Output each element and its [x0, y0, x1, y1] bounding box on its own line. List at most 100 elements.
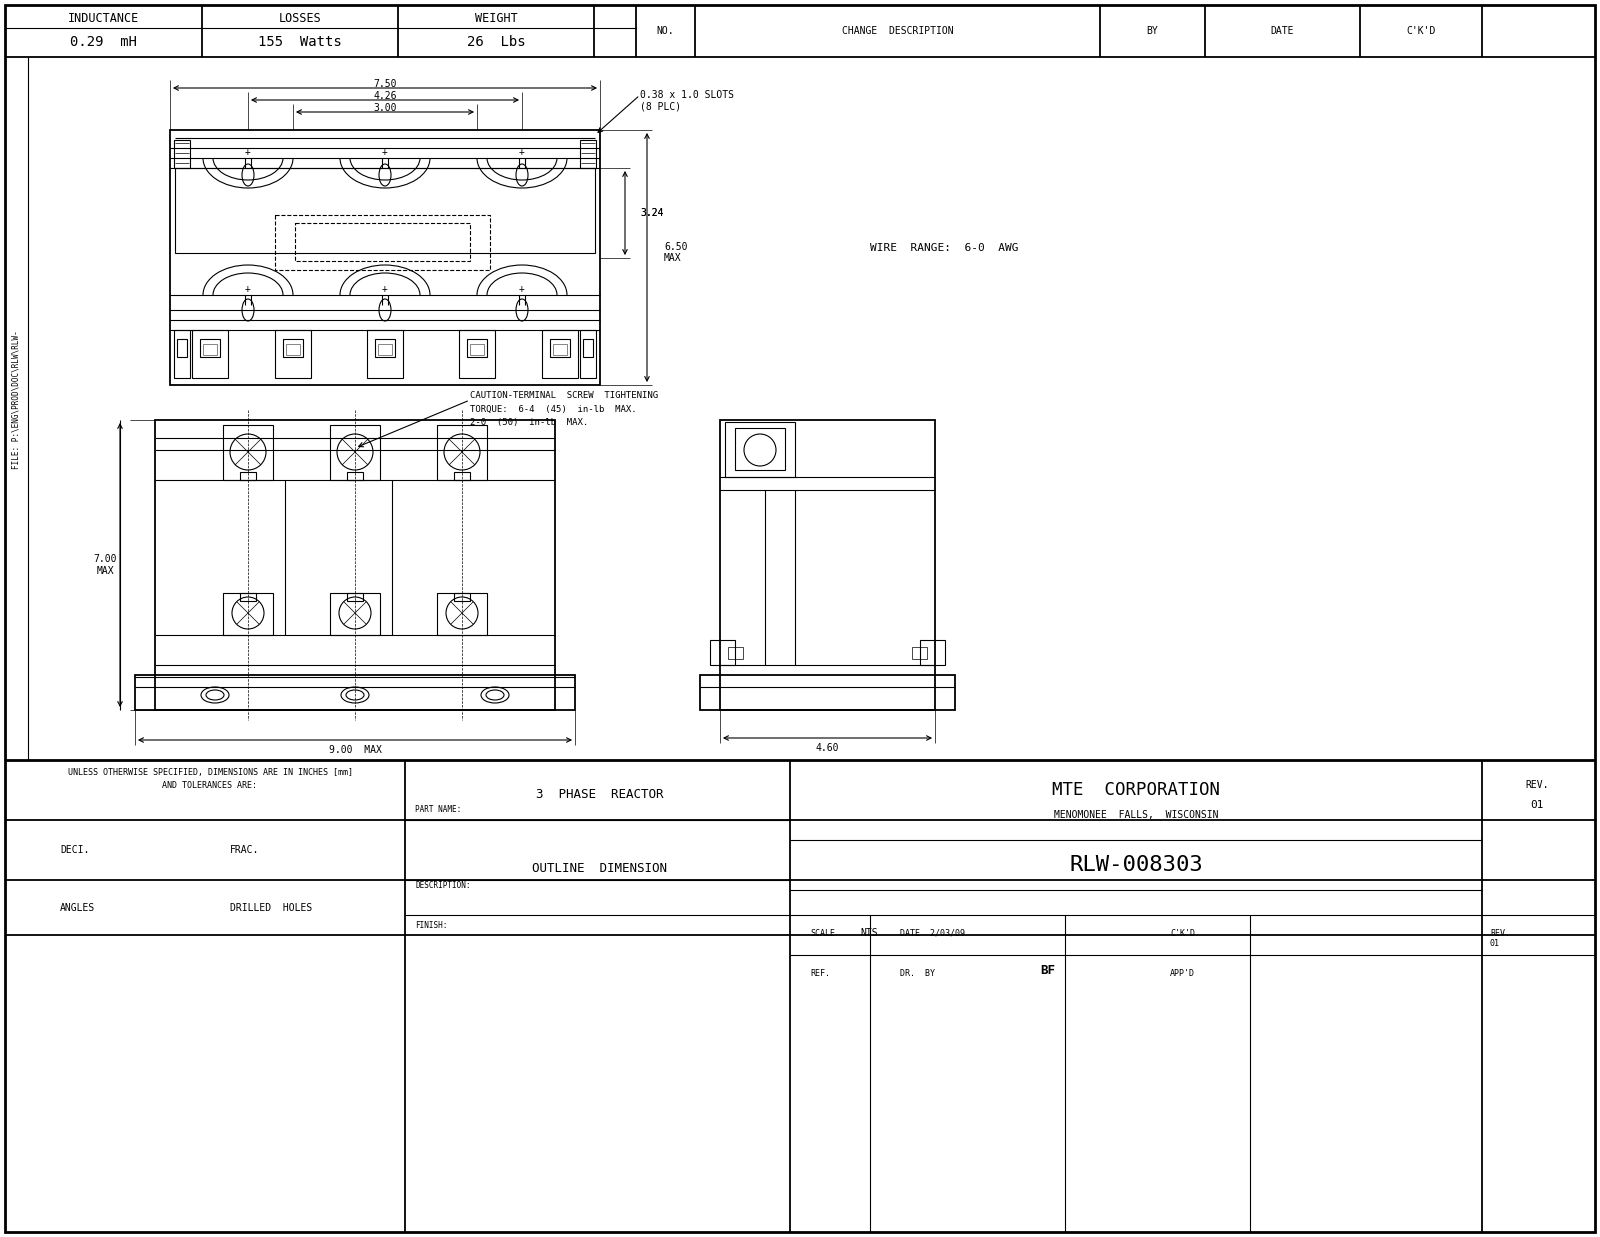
Bar [542, 330, 578, 379]
Text: REF.: REF. [810, 969, 830, 977]
Text: 01: 01 [1490, 939, 1501, 948]
Text: AND TOLERANCES ARE:: AND TOLERANCES ARE: [163, 782, 258, 790]
Bar [378, 344, 392, 355]
Text: 6.50
MAX: 6.50 MAX [664, 241, 688, 263]
Text: NTS: NTS [861, 928, 878, 938]
Bar [728, 647, 742, 659]
Bar [203, 344, 218, 355]
Text: FILE: P:\ENG\PROD\DOC\RLW\RLW-: FILE: P:\ENG\PROD\DOC\RLW\RLW- [11, 330, 21, 469]
Text: DATE: DATE [1270, 26, 1294, 36]
Bar [710, 640, 734, 666]
Bar [366, 330, 403, 379]
Bar [347, 473, 363, 480]
Bar [240, 593, 256, 601]
Text: ANGLES: ANGLES [61, 903, 96, 913]
Text: CHANGE  DESCRIPTION: CHANGE DESCRIPTION [842, 26, 954, 36]
Bar [275, 330, 310, 379]
Bar [579, 140, 595, 168]
Text: +: + [245, 285, 251, 294]
Text: +: + [518, 285, 525, 294]
Text: UNLESS OTHERWISE SPECIFIED, DIMENSIONS ARE IN INCHES [mm]: UNLESS OTHERWISE SPECIFIED, DIMENSIONS A… [67, 767, 352, 777]
Bar [174, 330, 190, 379]
Text: TORQUE:  6-4  (45)  in-lb  MAX.: TORQUE: 6-4 (45) in-lb MAX. [470, 404, 637, 413]
Text: 3.00: 3.00 [373, 103, 397, 113]
Bar [734, 428, 786, 470]
Bar [155, 421, 555, 710]
Bar [330, 426, 381, 480]
Bar [294, 223, 470, 261]
Bar [222, 426, 274, 480]
Bar [725, 422, 795, 477]
Bar [330, 593, 381, 635]
Text: 7.50: 7.50 [373, 79, 397, 89]
Text: 7.00
MAX: 7.00 MAX [93, 554, 117, 575]
Text: DATE  2/03/09: DATE 2/03/09 [899, 929, 965, 938]
Text: FRAC.: FRAC. [230, 845, 259, 855]
Text: 4.60: 4.60 [816, 743, 840, 753]
Text: C'K'D: C'K'D [1170, 929, 1195, 938]
Bar [437, 593, 486, 635]
Text: 3.24: 3.24 [640, 208, 664, 218]
Bar [170, 130, 600, 385]
Bar [437, 426, 486, 480]
Text: 0.29  mH: 0.29 mH [70, 35, 138, 49]
Text: INDUCTANCE: INDUCTANCE [67, 11, 139, 25]
Text: +: + [518, 147, 525, 157]
Text: C'K'D: C'K'D [1406, 26, 1435, 36]
Bar [286, 344, 301, 355]
Text: CAUTION-TERMINAL  SCREW  TIGHTENING: CAUTION-TERMINAL SCREW TIGHTENING [470, 391, 658, 400]
Bar [275, 215, 490, 270]
Bar [134, 675, 574, 710]
Bar [347, 593, 363, 601]
Text: DRILLED  HOLES: DRILLED HOLES [230, 903, 312, 913]
Text: RLW-008303: RLW-008303 [1069, 855, 1203, 875]
Text: 0.38 x 1.0 SLOTS
(8 PLC): 0.38 x 1.0 SLOTS (8 PLC) [640, 90, 734, 111]
Text: REV.: REV. [1525, 781, 1549, 790]
Bar [912, 647, 926, 659]
Text: SCALE: SCALE [810, 929, 835, 938]
Text: +: + [382, 285, 387, 294]
Bar [178, 339, 187, 357]
Bar [454, 473, 470, 480]
Bar [174, 168, 595, 254]
Text: 01: 01 [1530, 800, 1544, 810]
Text: DR.  BY: DR. BY [899, 969, 934, 977]
Bar [467, 339, 486, 357]
Bar [582, 339, 594, 357]
Text: REV.: REV. [1490, 929, 1510, 938]
Bar [554, 344, 566, 355]
Bar [374, 339, 395, 357]
Text: +: + [382, 147, 387, 157]
Bar [174, 140, 190, 168]
Text: APP'D: APP'D [1170, 969, 1195, 977]
Text: PART NAME:: PART NAME: [414, 805, 461, 814]
Bar [459, 330, 494, 379]
Bar [222, 593, 274, 635]
Text: 155  Watts: 155 Watts [258, 35, 342, 49]
Text: MTE  CORPORATION: MTE CORPORATION [1053, 781, 1221, 799]
Bar [192, 330, 229, 379]
Text: BY: BY [1147, 26, 1158, 36]
Text: MENOMONEE  FALLS,  WISCONSIN: MENOMONEE FALLS, WISCONSIN [1054, 810, 1218, 820]
Bar [701, 675, 955, 710]
Text: 2-0  (50)  in-lb  MAX.: 2-0 (50) in-lb MAX. [470, 418, 589, 428]
Text: WIRE  RANGE:  6-0  AWG: WIRE RANGE: 6-0 AWG [870, 242, 1019, 254]
Bar [240, 473, 256, 480]
Bar [720, 421, 934, 710]
Text: 26  Lbs: 26 Lbs [467, 35, 525, 49]
Text: 3  PHASE  REACTOR: 3 PHASE REACTOR [536, 788, 664, 802]
Bar [454, 593, 470, 601]
Text: FINISH:: FINISH: [414, 920, 448, 929]
Bar [920, 640, 946, 666]
Bar [283, 339, 302, 357]
Text: 3.24: 3.24 [640, 208, 664, 218]
Text: BF: BF [1040, 964, 1054, 976]
Text: DESCRIPTION:: DESCRIPTION: [414, 881, 470, 889]
Text: DECI.: DECI. [61, 845, 90, 855]
Text: LOSSES: LOSSES [278, 11, 322, 25]
Bar [200, 339, 221, 357]
Bar [579, 330, 595, 379]
Text: +: + [245, 147, 251, 157]
Text: NO.: NO. [656, 26, 674, 36]
Text: 4.26: 4.26 [373, 92, 397, 101]
